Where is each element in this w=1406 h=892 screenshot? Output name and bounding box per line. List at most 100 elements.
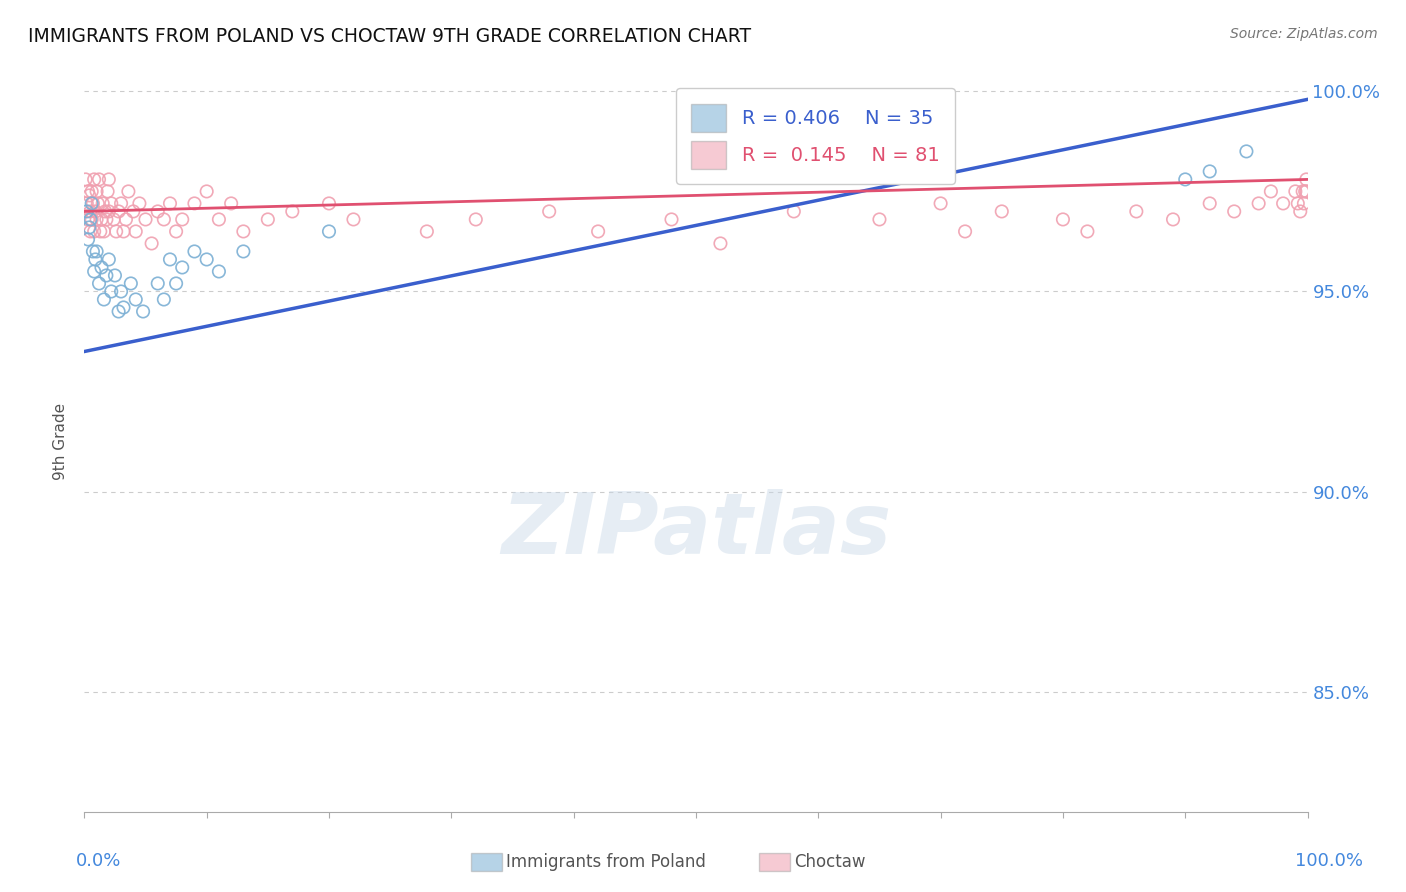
- Text: Source: ZipAtlas.com: Source: ZipAtlas.com: [1230, 27, 1378, 41]
- Point: [464, 212, 486, 227]
- Point: [80, 185, 103, 199]
- Point: [165, 277, 187, 291]
- Point: [141, 236, 163, 251]
- Point: [318, 196, 340, 211]
- Point: [76, 196, 98, 211]
- Point: [1236, 145, 1258, 159]
- Point: [77, 185, 100, 199]
- Point: [110, 196, 132, 211]
- Point: [115, 212, 138, 227]
- Point: [165, 224, 187, 238]
- Point: [953, 224, 976, 238]
- Point: [153, 293, 176, 307]
- Point: [146, 277, 169, 291]
- Point: [90, 212, 112, 227]
- Point: [97, 252, 120, 267]
- Point: [1295, 172, 1317, 186]
- Point: [94, 204, 117, 219]
- Point: [1174, 172, 1197, 186]
- Point: [1286, 196, 1309, 211]
- Point: [75, 172, 97, 186]
- Point: [77, 232, 100, 246]
- Point: [125, 224, 148, 238]
- Point: [112, 224, 135, 238]
- Point: [1125, 204, 1147, 219]
- Point: [1289, 204, 1312, 219]
- Point: [709, 236, 731, 251]
- Point: [77, 220, 100, 235]
- Point: [89, 224, 111, 238]
- Point: [122, 204, 145, 219]
- Text: Immigrants from Poland: Immigrants from Poland: [506, 853, 706, 871]
- Point: [1284, 185, 1306, 199]
- Text: IMMIGRANTS FROM POLAND VS CHOCTAW 9TH GRADE CORRELATION CHART: IMMIGRANTS FROM POLAND VS CHOCTAW 9TH GR…: [28, 27, 751, 45]
- Point: [232, 224, 254, 238]
- Point: [80, 212, 103, 227]
- Point: [125, 293, 148, 307]
- Point: [76, 204, 98, 219]
- Point: [83, 264, 105, 278]
- Point: [1161, 212, 1184, 227]
- Text: 100.0%: 100.0%: [1295, 852, 1362, 870]
- Point: [100, 285, 122, 299]
- Point: [1292, 196, 1315, 211]
- Y-axis label: 9th Grade: 9th Grade: [53, 403, 69, 480]
- Point: [97, 172, 120, 186]
- Point: [93, 224, 115, 238]
- Point: [96, 212, 118, 227]
- Point: [219, 196, 242, 211]
- Point: [208, 212, 231, 227]
- Point: [183, 196, 205, 211]
- Point: [1198, 196, 1220, 211]
- Point: [929, 196, 952, 211]
- Point: [86, 185, 108, 199]
- Point: [232, 244, 254, 259]
- Point: [79, 204, 101, 219]
- Point: [112, 301, 135, 315]
- Point: [1260, 185, 1282, 199]
- Text: 0.0%: 0.0%: [76, 852, 121, 870]
- Point: [1292, 185, 1315, 199]
- Point: [82, 244, 104, 259]
- Point: [153, 212, 176, 227]
- Point: [172, 260, 194, 275]
- Point: [661, 212, 683, 227]
- Point: [318, 224, 340, 238]
- Point: [103, 212, 125, 227]
- Point: [107, 204, 129, 219]
- Point: [77, 212, 100, 227]
- Point: [208, 264, 231, 278]
- Point: [1272, 196, 1295, 211]
- Point: [538, 204, 561, 219]
- Point: [97, 185, 120, 199]
- Point: [87, 277, 110, 291]
- Point: [342, 212, 364, 227]
- Point: [105, 224, 128, 238]
- Point: [83, 224, 105, 238]
- Point: [87, 196, 110, 211]
- Point: [107, 304, 129, 318]
- Point: [82, 196, 104, 211]
- Legend: R = 0.406    N = 35, R =  0.145    N = 81: R = 0.406 N = 35, R = 0.145 N = 81: [676, 88, 955, 185]
- Point: [96, 268, 118, 283]
- Point: [195, 185, 218, 199]
- Point: [146, 204, 169, 219]
- Point: [416, 224, 439, 238]
- Point: [159, 196, 181, 211]
- Text: ZIPatlas: ZIPatlas: [501, 489, 891, 572]
- Point: [117, 185, 139, 199]
- Point: [87, 172, 110, 186]
- Point: [79, 212, 101, 227]
- Point: [100, 196, 122, 211]
- Point: [132, 304, 155, 318]
- Point: [257, 212, 280, 227]
- Point: [83, 172, 105, 186]
- Point: [84, 204, 107, 219]
- Point: [80, 196, 103, 211]
- Point: [93, 293, 115, 307]
- Point: [120, 277, 142, 291]
- Point: [77, 188, 100, 202]
- Point: [1052, 212, 1074, 227]
- Point: [195, 252, 218, 267]
- Point: [869, 212, 891, 227]
